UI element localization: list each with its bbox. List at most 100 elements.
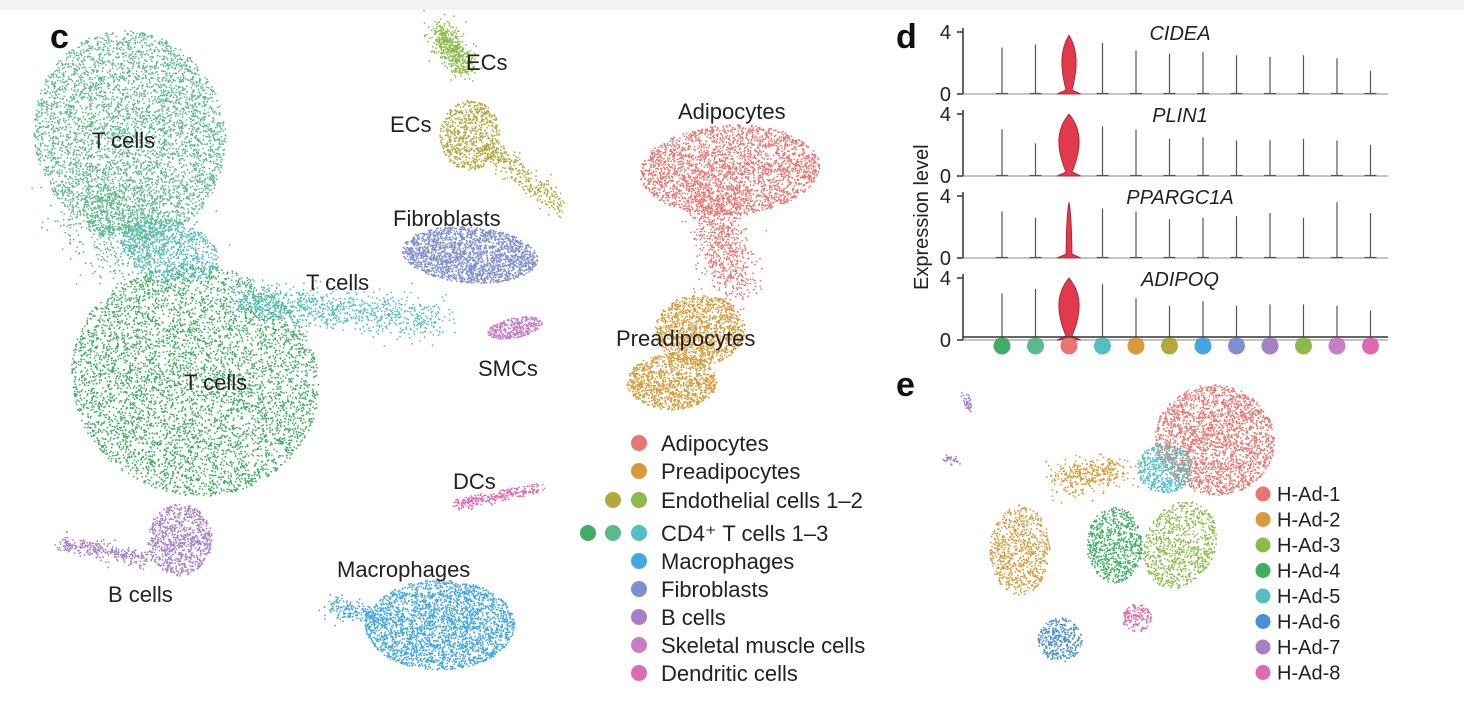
cluster-h-ad-7b — [942, 454, 961, 466]
cluster-preadipocytes-lower — [626, 353, 718, 411]
legend-e-swatch-4 — [1255, 563, 1271, 578]
cluster-h-ad-4 — [1086, 506, 1143, 584]
cluster-label-b-cells: B cells — [108, 582, 173, 607]
legend-e-label-3: H-Ad-3 — [1277, 535, 1340, 557]
group-dot-cd4-t-cells-2 — [1027, 337, 1044, 355]
legend-e-label-7: H-Ad-7 — [1277, 637, 1340, 659]
cluster-adipocytes-stem — [681, 170, 768, 311]
legend-swatch-adipocytes — [631, 435, 647, 451]
gene-label: PLIN1 — [1152, 105, 1208, 127]
cluster-label-t-cells-top: T cells — [92, 128, 155, 153]
group-dot-skeletal-muscle-cells — [1328, 337, 1346, 355]
violin-adipocytes — [1056, 277, 1082, 341]
cluster-h-ad-2-arm — [1045, 453, 1143, 504]
cluster-b-cells — [147, 503, 213, 577]
cluster-h-ad-2 — [989, 504, 1051, 596]
group-dot-fibroblasts — [1228, 337, 1245, 355]
group-dot-adipocytes — [1060, 337, 1078, 355]
y-tick-label: 0 — [940, 248, 951, 270]
legend-e: H-Ad-1 H-Ad-2 H-Ad-3 H-Ad-4 H-Ad-5 H-Ad-6 H-Ad… — [1255, 484, 1340, 685]
group-dot-cd4-t-cells-1 — [993, 337, 1011, 355]
cluster-label-adipocytes: Adipocytes — [678, 99, 786, 124]
legend-swatch-skeletal-muscle — [631, 637, 647, 653]
cluster-ecs-mid — [439, 99, 501, 171]
legend-e-label-2: H-Ad-2 — [1277, 510, 1340, 532]
cluster-ecs-tail — [480, 125, 565, 219]
legend-swatch-fibroblasts — [631, 581, 647, 597]
cluster-t-cells-mid-left — [121, 216, 220, 283]
legend-e-swatch-6 — [1255, 614, 1271, 629]
group-dot-cd4-t-cells-3 — [1094, 337, 1111, 355]
cluster-h-ad-7 — [960, 392, 973, 413]
legend-swatch-dendritic — [631, 665, 647, 681]
cluster-macrophages-tail — [318, 594, 392, 635]
cluster-label-preadipocytes: Preadipocytes — [616, 326, 755, 351]
umap-c-scatter — [31, 9, 821, 671]
violin-row-plin1: PLIN1 4 0 — [940, 104, 1388, 188]
group-dot-b-cells — [1261, 337, 1279, 355]
group-dot-dendritic-cells — [1362, 337, 1379, 355]
cluster-macrophages — [364, 579, 516, 671]
cluster-preadipocytes — [654, 295, 746, 366]
panel-label-d: d — [896, 18, 917, 56]
y-tick-label: 4 — [940, 186, 951, 208]
cluster-label-macrophages: Macrophages — [337, 557, 470, 582]
legend-e-swatch-2 — [1255, 512, 1271, 527]
legend-e-swatch-5 — [1255, 588, 1271, 604]
legend-label-preadipocytes: Preadipocytes — [661, 459, 800, 484]
legend-label-endothelial: Endothelial cells 1–2 — [661, 488, 863, 513]
legend-label-macrophages: Macrophages — [661, 549, 794, 574]
violin-plot-d: Expression level CIDEA40PLIN140PPARGC1A4… — [911, 22, 1388, 355]
top-border — [0, 0, 1464, 10]
cluster-label-fibroblasts: Fibroblasts — [393, 206, 501, 231]
legend-swatch-t1 — [580, 525, 596, 541]
cluster-adipocytes — [640, 124, 821, 216]
legend-e-label-4: H-Ad-4 — [1277, 561, 1340, 583]
legend-swatch-b-cells — [631, 609, 647, 625]
legend-swatch-ec1 — [605, 492, 621, 508]
legend-swatch-ec2 — [631, 492, 647, 508]
legend-c: Adipocytes Preadipocytes Endothelial cel… — [580, 431, 865, 686]
cluster-ecs-top — [423, 9, 483, 82]
cluster-label-smcs: SMCs — [478, 356, 538, 381]
cluster-label-ecs-top: ECs — [466, 50, 508, 75]
y-axis-label: Expression level — [911, 144, 933, 290]
cluster-h-ad-6 — [1037, 617, 1083, 663]
legend-label-skeletal-muscle: Skeletal muscle cells — [661, 633, 865, 658]
cluster-label-t-cells-bottom: T cells — [184, 370, 247, 395]
panel-label-e: e — [896, 366, 915, 404]
cluster-h-ad-8 — [1122, 604, 1153, 632]
cluster-dcs — [452, 483, 546, 511]
violin-row-ppargc1a: PPARGC1A 4 0 — [940, 186, 1388, 270]
umap-e-scatter — [942, 384, 1276, 663]
cluster-b-cells-tail — [54, 530, 153, 571]
group-dot-macrophages — [1194, 337, 1212, 355]
cluster-label-ecs-mid: ECs — [390, 112, 432, 137]
y-tick-label: 4 — [940, 268, 951, 290]
legend-e-swatch-8 — [1255, 665, 1271, 680]
legend-swatch-t2 — [605, 525, 621, 541]
legend-swatch-t3 — [631, 525, 647, 541]
legend-label-fibroblasts: Fibroblasts — [661, 577, 769, 602]
y-tick-label: 4 — [940, 22, 951, 44]
cluster-h-ad-5 — [1137, 442, 1194, 494]
group-dot-endothelial-cells-1 — [1161, 337, 1178, 355]
legend-e-label-1: H-Ad-1 — [1277, 484, 1340, 506]
cluster-label-t-cells-mid: T cells — [306, 270, 369, 295]
cluster-t-cells-bottom — [71, 263, 320, 497]
legend-label-cd4-t-cells: CD4⁺ T cells 1–3 — [661, 521, 828, 546]
legend-e-swatch-7 — [1255, 639, 1271, 655]
gene-label: ADIPOQ — [1140, 269, 1219, 291]
violin-row-cidea: CIDEA 4 0 — [940, 22, 1388, 106]
gene-label: CIDEA — [1149, 23, 1210, 45]
legend-e-swatch-1 — [1255, 486, 1271, 502]
cluster-h-ad-3 — [1142, 501, 1218, 590]
violin-adipocytes — [1056, 34, 1082, 95]
y-tick-label: 0 — [940, 330, 951, 352]
cluster-t-cells-top — [33, 30, 227, 241]
cluster-smcs — [487, 315, 544, 340]
legend-e-label-8: H-Ad-8 — [1277, 663, 1340, 685]
cluster-h-ad-1 — [1155, 384, 1276, 496]
violin-adipocytes — [1056, 113, 1082, 177]
